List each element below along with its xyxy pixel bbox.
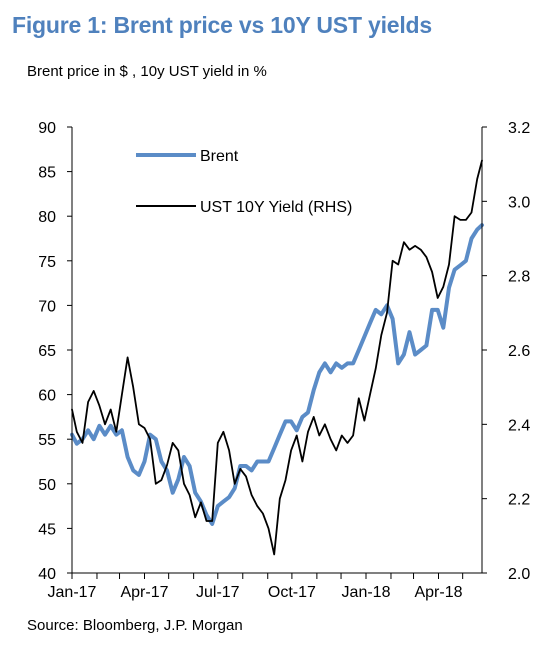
y-right-tick-label: 2.4 (508, 417, 530, 434)
y-left-tick-label: 60 (38, 388, 56, 405)
y-left-tick-label: 40 (38, 566, 56, 583)
y-left-tick-label: 55 (38, 432, 56, 449)
x-tick-label: Jul-17 (196, 584, 240, 601)
y-left-tick-label: 70 (38, 298, 56, 315)
chart-subtitle: Brent price in $ , 10y UST yield in % (27, 63, 267, 80)
plot-area (70, 159, 484, 556)
x-tick-label: Jan-18 (342, 584, 391, 601)
x-tick-label: Jan-17 (48, 584, 97, 601)
y-right-tick-label: 3.0 (508, 194, 530, 211)
x-tick-label: Apr-17 (120, 584, 168, 601)
y-right-tick-label: 2.2 (508, 492, 530, 509)
x-tick-label: Oct-17 (268, 584, 316, 601)
legend-entry-ust-10y-yield-label: UST 10Y Yield (RHS) (200, 199, 352, 216)
series-line-brent (70, 223, 484, 526)
y-right-tick-label: 3.2 (508, 120, 530, 137)
x-tick-label: Apr-18 (414, 584, 462, 601)
y-right-tick-label: 2.6 (508, 343, 530, 360)
y-right-tick-label: 2.0 (508, 566, 530, 583)
y-left-tick-label: 80 (38, 209, 56, 226)
legend-entry-brent-label: Brent (200, 148, 239, 165)
axes: 40 45 50 55 60 65 70 75 80 85 90 2.0 2.2 2.4 2.6 2.8 3.0… (38, 120, 530, 601)
chart-title: Figure 1: Brent price vs 10Y UST yields (12, 12, 432, 38)
y-left-tick-label: 65 (38, 343, 56, 360)
series-line-ust-10y-yield (71, 159, 483, 556)
y-left-tick-label: 85 (38, 165, 56, 182)
y-left-tick-label: 50 (38, 477, 56, 494)
chart-source: Source: Bloomberg, J.P. Morgan (27, 617, 243, 634)
y-left-tick-label: 45 (38, 521, 56, 538)
y-left-tick-label: 75 (38, 254, 56, 271)
y-right-tick-label: 2.8 (508, 269, 530, 286)
legend: Brent UST 10Y Yield (RHS) (136, 148, 352, 216)
y-left-tick-label: 90 (38, 120, 56, 137)
